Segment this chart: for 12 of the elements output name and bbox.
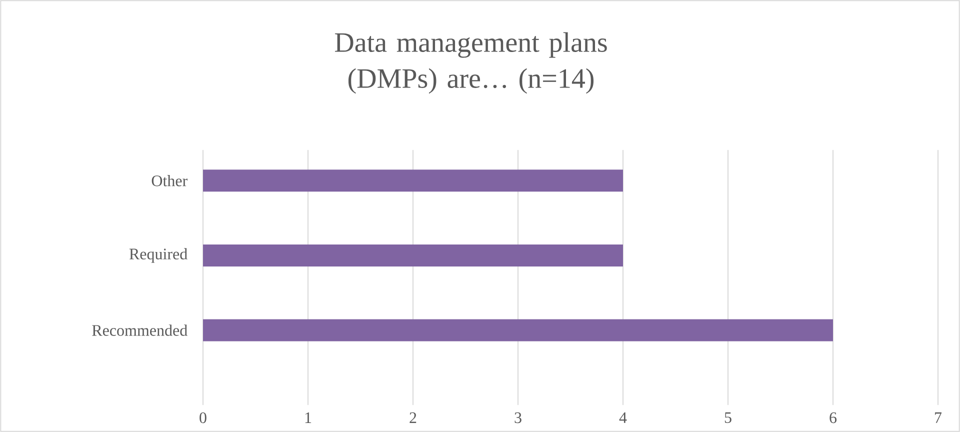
x-tick-label: 1 xyxy=(305,412,312,423)
x-tick-label: 4 xyxy=(619,412,627,423)
y-tick-label: Other xyxy=(152,175,188,186)
x-tick-label: 5 xyxy=(724,412,732,423)
y-tick-label: Required xyxy=(129,248,188,263)
y-tick-label: Recommended xyxy=(92,324,188,336)
x-tick-label: 6 xyxy=(830,412,837,424)
chart-title: Data management plans (DMPs) are… (n=14) xyxy=(334,32,607,94)
x-tick-label: 0 xyxy=(200,412,206,424)
x-tick-label: 7 xyxy=(935,412,942,423)
x-tick-label: 3 xyxy=(514,412,522,424)
x-tick-label: 2 xyxy=(410,412,416,423)
